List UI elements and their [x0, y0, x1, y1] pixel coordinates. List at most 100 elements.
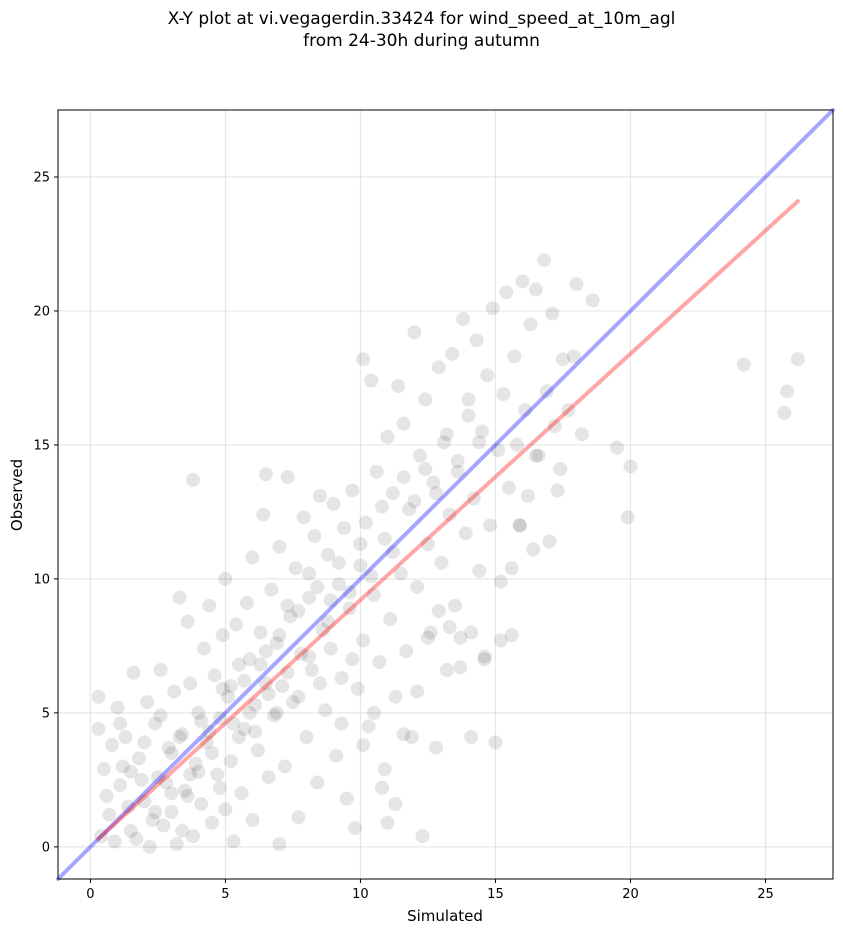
data-point: [180, 614, 195, 629]
x-tick-label: 25: [757, 887, 774, 902]
data-point: [388, 796, 403, 811]
x-tick-label: 15: [487, 887, 504, 902]
data-point: [91, 721, 106, 736]
data-point: [123, 764, 138, 779]
data-point: [167, 684, 182, 699]
data-point: [485, 301, 500, 316]
data-point: [223, 679, 238, 694]
data-point: [528, 282, 543, 297]
data-point: [569, 277, 584, 292]
data-point: [410, 684, 425, 699]
data-point: [585, 293, 600, 308]
data-point: [137, 794, 152, 809]
data-point: [623, 459, 638, 474]
data-point: [415, 829, 430, 844]
data-point: [555, 352, 570, 367]
data-point: [345, 652, 360, 667]
data-point: [407, 494, 422, 509]
data-point: [331, 577, 346, 592]
data-point: [258, 467, 273, 482]
data-point: [175, 823, 190, 838]
data-point: [321, 547, 336, 562]
data-point: [110, 700, 125, 715]
data-point: [780, 384, 795, 399]
data-point: [226, 716, 241, 731]
data-point: [148, 805, 163, 820]
data-point: [736, 357, 751, 372]
data-point: [391, 378, 406, 393]
data-point: [480, 368, 495, 383]
data-point: [294, 646, 309, 661]
data-point: [288, 561, 303, 576]
data-point: [566, 349, 581, 364]
data-point: [156, 818, 171, 833]
data-point: [148, 716, 163, 731]
data-point: [537, 253, 552, 268]
data-point: [396, 727, 411, 742]
data-point: [121, 799, 136, 814]
y-tick-label: 15: [33, 438, 50, 453]
data-point: [210, 767, 225, 782]
data-point: [307, 529, 322, 544]
data-point: [461, 392, 476, 407]
data-point: [399, 644, 414, 659]
data-point: [366, 587, 381, 602]
data-point: [199, 735, 214, 750]
data-point: [153, 708, 168, 723]
data-point: [496, 387, 511, 402]
data-point: [107, 834, 122, 849]
data-point: [164, 805, 179, 820]
data-point: [458, 526, 473, 541]
data-point: [410, 579, 425, 594]
data-point: [469, 333, 484, 348]
data-point: [215, 681, 230, 696]
data-point: [323, 641, 338, 656]
data-point: [280, 598, 295, 613]
data-point: [526, 542, 541, 557]
data-point: [488, 735, 503, 750]
data-point: [172, 729, 187, 744]
data-point: [501, 480, 516, 495]
data-point: [231, 657, 246, 672]
data-point: [466, 491, 481, 506]
data-point: [123, 823, 138, 838]
data-point: [431, 604, 446, 619]
data-point: [248, 697, 263, 712]
data-point: [242, 652, 257, 667]
data-point: [291, 810, 306, 825]
data-point: [472, 435, 487, 450]
data-point: [369, 464, 384, 479]
data-point: [423, 625, 438, 640]
data-point: [429, 486, 444, 501]
data-point: [256, 507, 271, 522]
data-point: [272, 837, 287, 852]
data-point: [188, 756, 203, 771]
data-point: [140, 695, 155, 710]
data-point: [393, 566, 408, 581]
data-point: [345, 483, 360, 498]
data-point: [439, 663, 454, 678]
data-point: [366, 705, 381, 720]
data-point: [504, 628, 519, 643]
data-point: [91, 689, 106, 704]
data-point: [339, 791, 354, 806]
data-points: [91, 253, 805, 854]
data-point: [164, 786, 179, 801]
data-point: [115, 759, 130, 774]
data-point: [150, 770, 165, 785]
data-point: [464, 625, 479, 640]
data-point: [202, 598, 217, 613]
data-point: [404, 729, 419, 744]
data-point: [310, 775, 325, 790]
data-point: [242, 705, 257, 720]
data-point: [542, 534, 557, 549]
data-point: [380, 429, 395, 444]
data-point: [431, 360, 446, 375]
data-point: [183, 767, 198, 782]
data-point: [493, 633, 508, 648]
data-point: [134, 772, 149, 787]
data-point: [380, 815, 395, 830]
data-point: [364, 373, 379, 388]
data-point: [456, 311, 471, 326]
data-point: [364, 569, 379, 584]
